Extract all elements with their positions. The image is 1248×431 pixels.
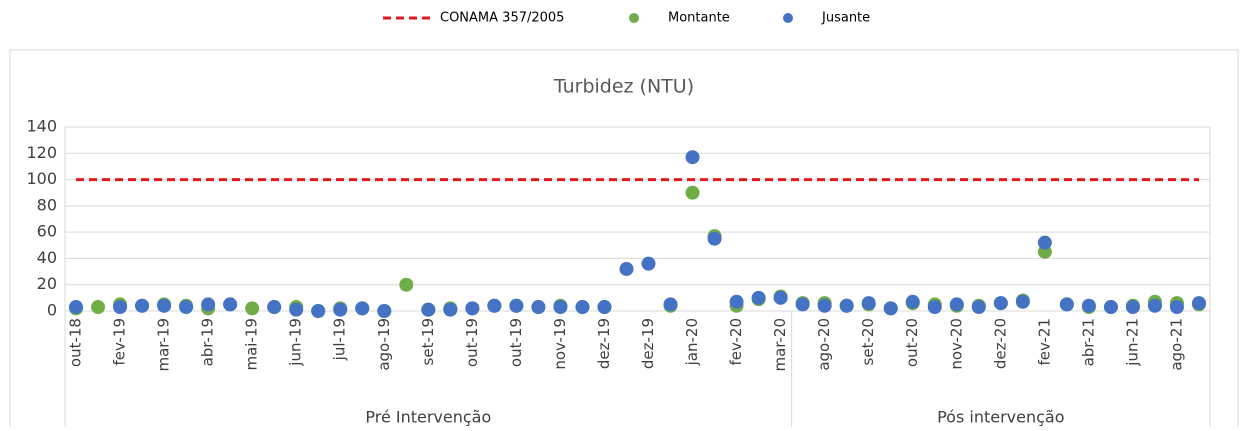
x-tick-label: fev-21 — [1035, 318, 1053, 365]
data-point — [707, 231, 722, 246]
data-point — [69, 300, 84, 315]
data-point — [861, 296, 876, 311]
x-tick-label: fev-19 — [111, 318, 129, 365]
y-tick-label: 40 — [37, 248, 57, 267]
y-tick-label: 140 — [26, 117, 57, 136]
data-point — [399, 277, 414, 292]
data-point — [333, 302, 348, 317]
data-point — [619, 261, 634, 276]
data-point — [531, 300, 546, 315]
x-tick-label: jan-20 — [683, 318, 701, 366]
x-tick-label: mar-20 — [771, 318, 789, 372]
y-tick-label: 100 — [26, 169, 57, 188]
x-tick-label: nov-20 — [947, 318, 965, 370]
chart-title: Turbidez (NTU) — [553, 76, 694, 98]
data-point — [223, 297, 238, 312]
data-point — [729, 294, 744, 309]
data-point — [267, 300, 282, 315]
data-point — [883, 301, 898, 316]
data-point — [487, 298, 502, 313]
data-point — [289, 302, 304, 317]
data-point — [465, 301, 480, 316]
chart-frame — [9, 49, 1239, 431]
x-tick-label: dez-20 — [991, 318, 1009, 369]
data-point — [905, 294, 920, 309]
x-tick-label: mai-19 — [243, 318, 261, 370]
data-point — [157, 298, 172, 313]
data-point — [971, 300, 986, 315]
y-tick-label: 80 — [37, 195, 57, 214]
legend-marker — [629, 13, 639, 23]
x-tick-label: jun-21 — [1123, 318, 1141, 367]
data-point — [949, 297, 964, 312]
y-tick-label: 60 — [37, 222, 57, 241]
group-label: Pré Intervenção — [365, 408, 491, 427]
data-point — [685, 185, 700, 200]
data-point — [927, 300, 942, 315]
data-point — [1103, 300, 1118, 315]
data-point — [245, 301, 260, 316]
data-point — [311, 304, 326, 318]
legend-label: CONAMA 357/2005 — [440, 11, 564, 26]
x-tick-label: mar-19 — [155, 318, 173, 372]
data-point — [1015, 294, 1030, 309]
y-tick-label: 0 — [47, 301, 57, 320]
data-point — [355, 301, 370, 316]
data-point — [443, 302, 458, 317]
data-point — [91, 300, 106, 315]
data-point — [751, 290, 766, 305]
data-point — [795, 297, 810, 312]
data-point — [113, 300, 128, 315]
x-tick-label: out-20 — [903, 318, 921, 367]
x-tick-label: dez-19 — [639, 318, 657, 369]
data-point — [1147, 298, 1162, 313]
group-label: Pós intervenção — [937, 408, 1064, 427]
data-point — [641, 256, 656, 271]
x-tick-label: jun-19 — [287, 318, 305, 367]
x-tick-label: out-19 — [507, 318, 525, 367]
data-point — [773, 290, 788, 305]
data-point — [817, 298, 832, 313]
data-point — [1037, 235, 1052, 250]
data-point — [1191, 296, 1206, 311]
x-tick-label: ago-20 — [815, 318, 833, 371]
y-tick-label: 120 — [26, 143, 57, 162]
data-point — [575, 300, 590, 315]
data-point — [597, 300, 612, 315]
data-point — [179, 300, 194, 315]
x-tick-label: out-18 — [67, 318, 85, 367]
x-tick-label: ago-19 — [375, 318, 393, 371]
data-point — [685, 150, 700, 165]
data-point — [553, 300, 568, 315]
legend-label: Jusante — [821, 11, 870, 26]
data-point — [1169, 300, 1184, 315]
y-tick-label: 20 — [37, 274, 57, 293]
data-point — [1059, 297, 1074, 312]
legend-label: Montante — [668, 11, 730, 26]
x-tick-label: jul-19 — [331, 318, 349, 361]
data-point — [993, 296, 1008, 311]
data-point — [1081, 298, 1096, 313]
data-point — [377, 304, 392, 318]
x-tick-label: set-20 — [859, 318, 877, 365]
data-point — [1125, 300, 1140, 315]
data-point — [839, 298, 854, 313]
data-point — [421, 302, 436, 317]
x-tick-label: abr-21 — [1079, 318, 1097, 366]
x-tick-label: out-19 — [463, 318, 481, 367]
data-point — [201, 297, 216, 312]
x-tick-label: fev-20 — [727, 318, 745, 365]
x-tick-label: abr-19 — [199, 318, 217, 366]
data-point — [135, 298, 150, 313]
x-tick-label: dez-19 — [595, 318, 613, 369]
x-tick-label: set-19 — [419, 318, 437, 365]
legend-marker — [783, 13, 793, 23]
x-tick-label: nov-19 — [551, 318, 569, 370]
data-point — [509, 298, 524, 313]
data-point — [663, 297, 678, 312]
x-tick-label: ago-21 — [1167, 318, 1185, 371]
